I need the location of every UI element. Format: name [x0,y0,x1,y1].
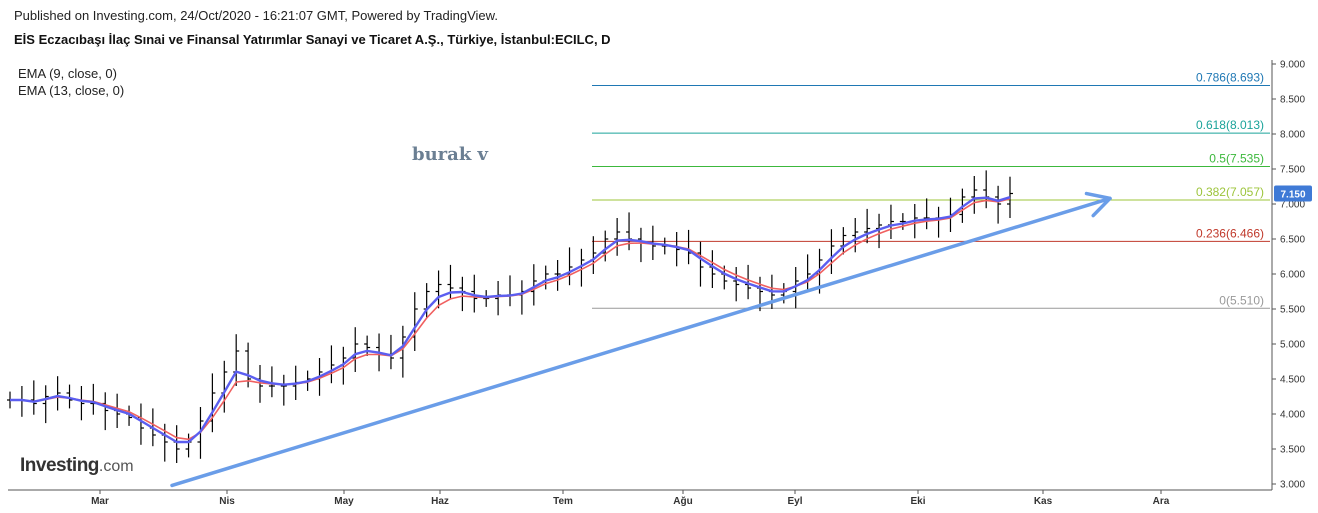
price-tick-label: 3.000 [1280,480,1305,491]
time-tick-label: Ağu [673,496,692,507]
time-tick-label: Kas [1034,496,1053,507]
price-tick-label: 7.000 [1280,200,1305,211]
fib-level-label: 0.618(8.013) [1196,118,1264,132]
time-tick-label: Eyl [787,496,802,507]
price-tick-label: 5.000 [1280,340,1305,351]
indicator-ema9-label[interactable]: EMA (9, close, 0) [18,66,117,81]
price-axis: 9.000 8.500 8.000 7.500 7.000 6.500 6.000 5.500… [1271,60,1305,491]
instrument-title: EİS Eczacıbaşı İlaç Sınai ve Finansal Ya… [14,32,611,47]
trendline[interactable] [170,191,1112,488]
price-tick-label: 4.000 [1280,410,1305,421]
fib-level-label: 0.382(7.057) [1196,185,1264,199]
last-price-badge-label: 7.150 [1280,190,1305,201]
last-price-badge-bg [1274,185,1312,202]
time-tick-label: Haz [431,496,449,507]
price-tick-label: 4.500 [1280,375,1305,386]
ema-lines [10,196,1011,444]
price-tick-label: 6.500 [1280,235,1305,246]
price-tick-label: 3.500 [1280,445,1305,456]
time-tick-label: Mar [91,496,109,507]
ohlc-bars [7,170,1013,463]
time-tick-label: Nis [219,496,235,507]
trendline-line[interactable] [170,196,1112,488]
time-axis: Mar Nis May Haz Tem Ağu Eyl Eki Kas Ara [8,489,1272,507]
watermark-text: burak v [412,144,489,165]
time-tick-label: Ara [1153,496,1170,507]
time-tick-label: May [334,496,354,507]
time-tick-label: Tem [553,496,573,507]
fib-level-label: 0.5(7.535) [1209,152,1264,166]
price-tick-label: 8.000 [1280,130,1305,141]
indicator-ema13-label[interactable]: EMA (13, close, 0) [18,83,125,98]
price-tick-label: 5.500 [1280,305,1305,316]
last-price-badge: 7.150 [1274,185,1312,202]
fib-level-label: 0.786(8.693) [1196,70,1264,84]
fib-level-label: 0(5.510) [1219,293,1264,307]
logo-suffix: .com [98,458,134,475]
price-tick-label: 8.500 [1280,95,1305,106]
ema9-line [10,196,1011,444]
publish-info: Published on Investing.com, 24/Oct/2020 … [14,8,498,23]
price-tick-label: 6.000 [1280,270,1305,281]
fib-level-label: 0.236(6.466) [1196,226,1264,240]
time-tick-label: Eki [910,496,925,507]
logo-bold: Investing [20,455,99,476]
price-tick-label: 9.000 [1280,60,1305,71]
price-tick-label: 7.500 [1280,165,1305,176]
trendline-arrowhead [1084,191,1112,218]
fibonacci-retracement[interactable]: 0.786(8.693) 0.618(8.013) 0.5(7.535) 0.382(… [592,70,1270,309]
investing-logo: Investing.com [20,455,134,477]
ema13-line [10,197,1011,441]
